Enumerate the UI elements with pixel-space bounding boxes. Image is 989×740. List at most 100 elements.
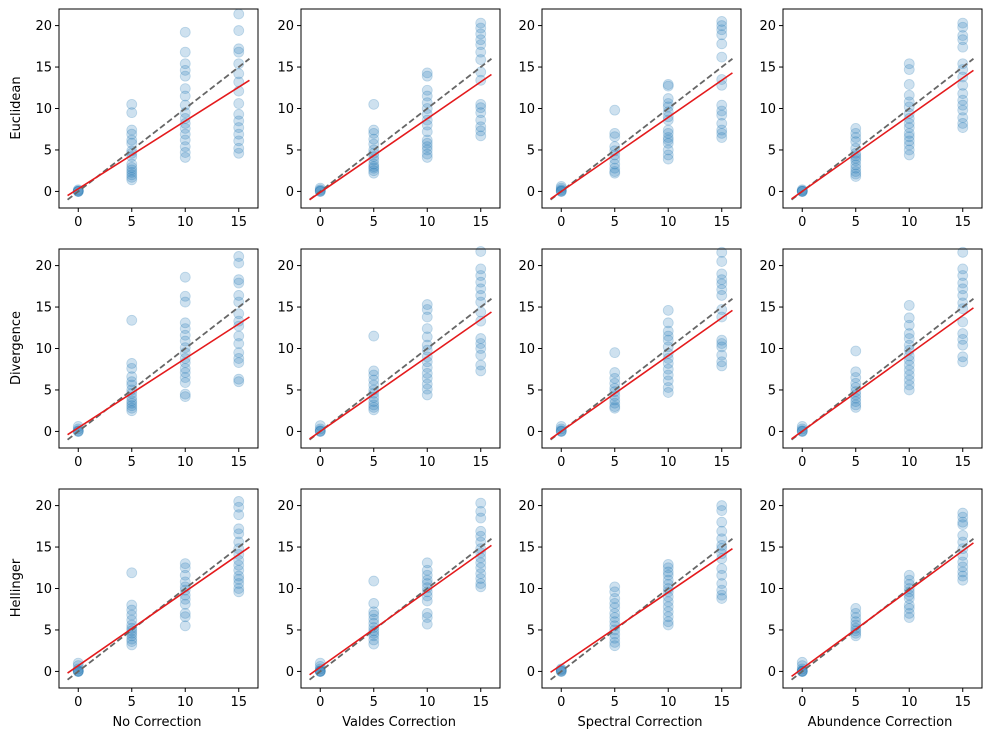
y-tick-label: 10 (35, 342, 52, 357)
y-tick-label: 10 (518, 102, 535, 117)
scatter-point (126, 137, 138, 149)
scatter-point (850, 603, 862, 614)
fit-line (67, 79, 250, 197)
y-tick-label: 15 (277, 301, 294, 316)
y-tick-label: 10 (277, 582, 294, 597)
scatter-point (126, 402, 138, 414)
scatter-point (850, 168, 862, 180)
scatter-point (716, 24, 728, 36)
scatter-point (421, 574, 433, 586)
scatter-point (716, 118, 728, 129)
scatter-point (716, 124, 728, 136)
scatter-point (716, 569, 728, 581)
scatter-point (233, 46, 245, 58)
scatter-point (609, 166, 621, 177)
scatter-point (903, 127, 915, 139)
scatter-point (233, 376, 245, 388)
scatter-point (716, 500, 728, 511)
scatter-point (475, 530, 487, 542)
axes-frame (782, 248, 983, 449)
y-tick-label: 5 (527, 143, 535, 158)
panel-divergence-no-correction: 0 5 10 15 0 5 10 15 20 (35, 248, 259, 470)
scatter-point (233, 257, 245, 269)
y-tick-label: 0 (527, 185, 535, 200)
scatter-point (903, 139, 915, 151)
scatter-point (957, 328, 969, 339)
scatter-point (475, 130, 487, 142)
scatter-point (179, 593, 191, 605)
scatter-point (179, 64, 191, 76)
scatter-point (179, 271, 191, 283)
scatter-point (609, 598, 621, 609)
x-tick-label: 5 (370, 695, 378, 710)
x-tick-label: 10 (901, 455, 918, 470)
scatter-point (421, 311, 433, 323)
scatter-point (475, 568, 487, 579)
scatter-point (716, 278, 728, 290)
scatter-point (368, 609, 380, 621)
scatter-point (233, 128, 245, 140)
scatter-point (368, 613, 380, 625)
scatter-point (662, 93, 674, 104)
scatter-point (368, 365, 380, 377)
col-label-no-correction: No Correction (112, 715, 201, 730)
scatter-point (903, 612, 915, 623)
scatter-point (716, 105, 728, 117)
scatter-point (179, 46, 191, 58)
scatter-point (421, 70, 433, 82)
scatter-point (126, 98, 138, 110)
scatter-point (368, 606, 380, 618)
y-tick-label: 20 (518, 19, 535, 34)
scatter-point (609, 131, 621, 143)
scatter-point (475, 263, 487, 275)
scatter-point (716, 284, 728, 296)
scatter-point (957, 122, 969, 133)
scatter-point (957, 530, 969, 541)
col-label-spectral-correction: Spectral Correction (577, 715, 702, 730)
scatter-point (233, 528, 245, 540)
scatter-point (609, 612, 621, 623)
scatter-point (662, 144, 674, 156)
x-tick-label: 5 (370, 215, 378, 230)
scatter-point (662, 375, 674, 387)
y-tick-label: 20 (759, 19, 776, 34)
scatter-point (233, 523, 245, 535)
y-tick-label: 10 (277, 342, 294, 357)
y-tick-label: 5 (768, 143, 776, 158)
scatter-point (233, 277, 245, 289)
scatter-point (421, 141, 433, 153)
fit-line (550, 309, 733, 440)
scatter-point (126, 358, 138, 369)
scatter-point (850, 399, 862, 411)
scatter-point (957, 277, 969, 289)
scatter-point (233, 573, 245, 585)
y-tick-label: 0 (527, 665, 535, 680)
y-tick-label: 15 (35, 61, 52, 76)
identity-line (309, 538, 492, 681)
scatter-point (475, 39, 487, 51)
scatter-point (475, 525, 487, 537)
scatter-point (475, 343, 487, 354)
scatter-point (126, 174, 138, 186)
scatter-point (368, 133, 380, 145)
scatter-point (126, 405, 138, 417)
scatter-point (233, 330, 245, 342)
scatter-point (368, 598, 380, 609)
scatter-point (233, 496, 245, 507)
scatter-point (233, 320, 245, 332)
scatter-point (421, 67, 433, 79)
panel-euclidean-no-correction: 0 5 10 15 0 5 10 15 20 (35, 8, 259, 230)
scatter-point (957, 290, 969, 301)
y-tick-label: 0 (44, 665, 52, 680)
scatter-point (555, 421, 567, 432)
x-tick-label: 15 (230, 695, 247, 710)
scatter-point (662, 304, 674, 316)
scatter-point (662, 132, 674, 143)
x-tick-label: 0 (74, 695, 82, 710)
scatter-point (179, 122, 191, 134)
scatter-point (957, 104, 969, 116)
y-tick-label: 0 (44, 425, 52, 440)
fit-line (550, 548, 733, 673)
y-tick-label: 5 (527, 383, 535, 398)
scatter-point (126, 633, 138, 645)
